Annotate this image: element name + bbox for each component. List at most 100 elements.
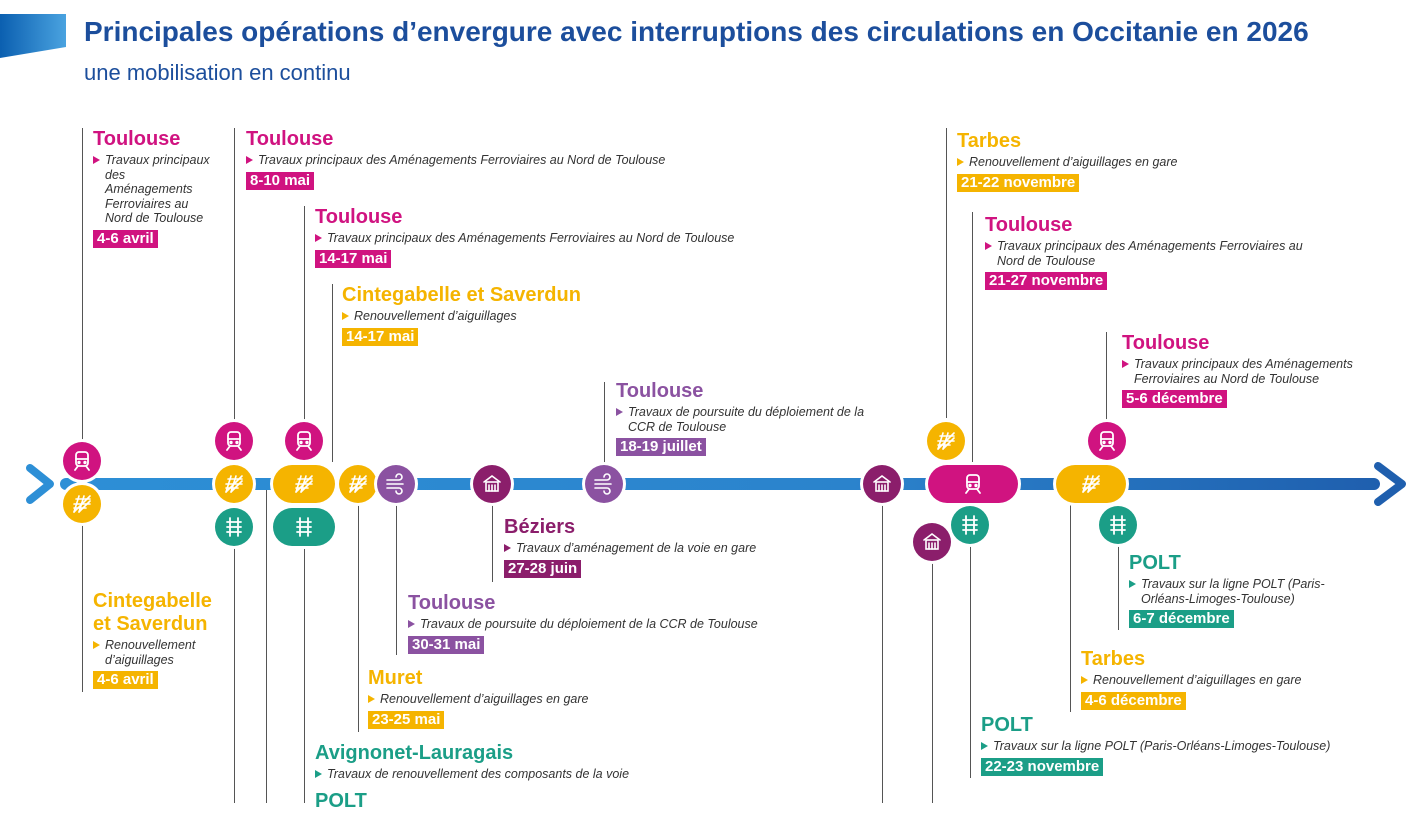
connector-line	[82, 128, 83, 463]
switch-icon	[63, 485, 101, 523]
event-date: 6-7 décembre	[1129, 610, 1234, 628]
train-icon	[63, 442, 101, 480]
event-city: Tarbes	[1081, 648, 1146, 670]
event-desc: Travaux principaux des Aménagements Ferr…	[246, 153, 766, 168]
event-date: 21-27 novembre	[985, 272, 1108, 290]
event-city: Toulouse	[246, 128, 334, 150]
connector-line	[234, 545, 235, 803]
connector-line	[492, 500, 493, 582]
event-desc: Travaux principaux des Aménagements Ferr…	[985, 239, 1330, 268]
connector-line	[946, 128, 947, 418]
connector-line	[266, 488, 267, 803]
corner-banner	[0, 14, 66, 58]
event-toulouse-dec: Toulouse Travaux principaux des Aménagem…	[1122, 332, 1392, 408]
event-date: 4-6 décembre	[1081, 691, 1186, 710]
event-city: POLT	[315, 790, 367, 812]
event-desc: Travaux principaux des Aménagements Ferr…	[93, 153, 213, 226]
connector-line	[304, 206, 305, 422]
event-toulouse-nov: Toulouse Travaux principaux des Aménagem…	[985, 214, 1330, 290]
event-city: Toulouse	[985, 214, 1073, 236]
switch-icon	[1056, 465, 1126, 503]
timeline-start-chevron	[26, 464, 54, 504]
event-muret-may: Muret Renouvellement d’aiguillages en ga…	[368, 667, 668, 729]
event-desc: Travaux d’aménagement de la voie en gare	[504, 541, 804, 556]
event-date: 21-22 novembre	[957, 173, 1080, 192]
event-desc: Renouvellement d’aiguillages	[342, 309, 642, 324]
event-desc: Renouvellement d’aiguillages en gare	[957, 155, 1257, 170]
event-desc: Travaux principaux des Aménagements Ferr…	[315, 231, 835, 246]
event-city: Toulouse	[408, 592, 496, 614]
timeline-end-arrow	[1374, 462, 1406, 506]
switch-icon	[339, 465, 377, 503]
connector-line	[932, 560, 933, 803]
event-toulouse-jul: Toulouse Travaux de poursuite du déploie…	[616, 380, 876, 456]
track-icon	[1099, 506, 1137, 544]
connector-line	[1070, 500, 1071, 712]
event-date: 5-6 décembre	[1122, 390, 1227, 408]
station-icon	[913, 523, 951, 561]
event-city: Toulouse	[616, 380, 704, 402]
event-city: Avignonet-Lauragais	[315, 742, 514, 764]
page-subtitle: une mobilisation en continu	[84, 60, 351, 85]
train-icon	[285, 422, 323, 460]
connector-line	[604, 382, 605, 464]
connector-line	[332, 284, 333, 462]
connector-line	[82, 522, 83, 692]
connector-line	[1106, 332, 1107, 420]
event-city: Toulouse	[315, 206, 403, 228]
event-date: 14-17 mai	[315, 249, 392, 268]
train-icon	[215, 422, 253, 460]
track-icon	[951, 506, 989, 544]
event-city: Toulouse	[1122, 332, 1210, 354]
event-city: POLT	[981, 714, 1033, 736]
event-date: 30-31 mai	[408, 635, 485, 654]
event-city: Béziers	[504, 516, 576, 538]
event-tarbes-nov: Tarbes Renouvellement d’aiguillages en g…	[957, 130, 1257, 192]
event-polt-nov: POLT Travaux sur la ligne POLT (Paris-Or…	[981, 714, 1401, 776]
event-tarbes-dec: Tarbes Renouvellement d’aiguillages en g…	[1081, 648, 1381, 710]
connector-line	[970, 540, 971, 778]
connector-line	[882, 500, 883, 803]
event-polt-cut: POLT	[315, 790, 435, 813]
connector-line	[304, 545, 305, 803]
event-desc: Renouvellement d’aiguillages	[93, 638, 233, 667]
switch-icon	[215, 465, 253, 503]
event-date: 27-28 juin	[504, 559, 582, 578]
event-toulouse-may-14: Toulouse Travaux principaux des Aménagem…	[315, 206, 835, 268]
event-date: 22-23 novembre	[981, 757, 1104, 776]
connector-line	[972, 212, 973, 464]
event-beziers-jun: Béziers Travaux d’aménagement de la voie…	[504, 516, 804, 578]
event-desc: Travaux sur la ligne POLT (Paris-Orléans…	[1129, 577, 1369, 606]
event-city: POLT	[1129, 552, 1181, 574]
timeline-axis	[60, 478, 1380, 490]
connector-line	[358, 500, 359, 732]
page-title: Principales opérations d’envergure avec …	[84, 16, 1309, 47]
event-toulouse-may-30: Toulouse Travaux de poursuite du déploie…	[408, 592, 828, 654]
switch-icon	[927, 422, 965, 460]
event-city: Tarbes	[957, 130, 1022, 152]
event-cintegabelle-apr: Cintegabelle et Saverdun Renouvellement …	[93, 590, 233, 689]
train-icon	[1088, 422, 1126, 460]
event-city: Muret	[368, 667, 423, 689]
event-desc: Travaux sur la ligne POLT (Paris-Orléans…	[981, 739, 1401, 754]
connector-line	[1118, 540, 1119, 630]
track-icon	[273, 508, 335, 546]
connector-line	[396, 500, 397, 655]
event-desc: Renouvellement d’aiguillages en gare	[368, 692, 668, 707]
event-date: 14-17 mai	[342, 327, 419, 346]
event-city: Cintegabelle et Saverdun	[342, 284, 581, 306]
event-desc: Renouvellement d’aiguillages en gare	[1081, 673, 1381, 688]
switch-icon	[273, 465, 335, 503]
event-desc: Travaux principaux des Aménagements Ferr…	[1122, 357, 1392, 386]
event-date: 18-19 juillet	[616, 438, 706, 456]
event-desc: Travaux de poursuite du déploiement de l…	[616, 405, 876, 434]
event-cintegabelle-may: Cintegabelle et Saverdun Renouvellement …	[342, 284, 642, 346]
station-icon	[473, 465, 511, 503]
event-city: Toulouse	[93, 128, 181, 150]
event-date: 4-6 avril	[93, 229, 158, 248]
event-desc: Travaux de renouvellement des composants…	[315, 767, 715, 782]
connector-line	[234, 128, 235, 422]
signal-icon	[377, 465, 415, 503]
event-date: 4-6 avril	[93, 671, 158, 689]
event-avignonet: Avignonet-Lauragais Travaux de renouvell…	[315, 742, 715, 782]
